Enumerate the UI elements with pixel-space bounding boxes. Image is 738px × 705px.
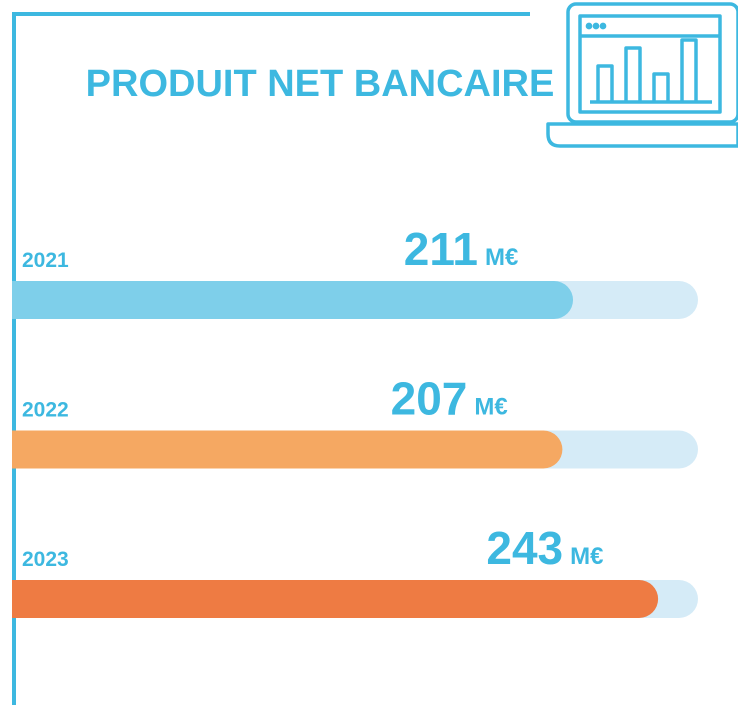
frame-line [12,12,530,705]
category-label: 2021 [22,249,69,272]
frame [12,12,530,705]
category-label: 2023 [22,548,69,571]
bar [12,281,574,319]
value-unit: M€ [485,244,518,271]
value-label: 243 [486,522,563,574]
bar [12,580,659,618]
screen [566,2,738,124]
value-label: 211 [404,223,478,275]
value-label: 207 [391,373,468,425]
bar [12,430,563,469]
value-unit: M€ [474,394,507,421]
dot [592,22,600,30]
category-label: 2022 [22,399,69,422]
icon-bars [590,38,712,104]
value-unit: M€ [570,543,603,570]
window [578,14,722,114]
dot [585,22,593,30]
chart-title: PRODUIT NET BANCAIRE [86,63,555,105]
dot [599,22,607,30]
base [546,122,738,148]
laptop-icon [546,2,738,148]
